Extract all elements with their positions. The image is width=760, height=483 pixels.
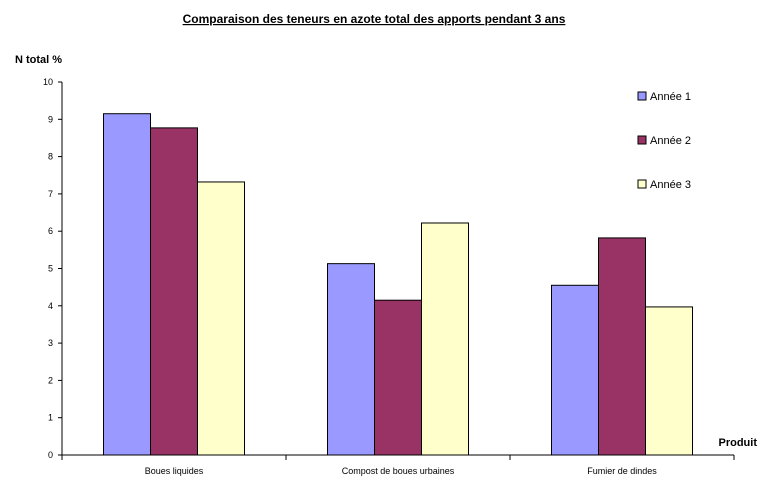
- y-axis-title: N total %: [15, 54, 62, 66]
- y-tick-label: 3: [48, 338, 53, 348]
- y-tick-label: 0: [48, 450, 53, 460]
- x-axis-title: Produit: [719, 437, 758, 449]
- x-category-label: Fumier de dindes: [587, 466, 657, 476]
- y-tick-label: 7: [48, 189, 53, 199]
- legend: Année 1 Année 2 Année 3: [637, 91, 691, 191]
- y-tick-label: 5: [48, 264, 53, 274]
- bar: [645, 306, 693, 456]
- bar: [327, 263, 375, 456]
- y-tick-label: 4: [48, 301, 53, 311]
- legend-label: Année 1: [650, 91, 691, 103]
- legend-swatch: [637, 179, 647, 189]
- legend-swatch: [637, 91, 647, 101]
- x-category-label: Boues liquides: [145, 466, 204, 476]
- legend-label: Année 3: [650, 179, 691, 191]
- y-tick-label: 1: [48, 413, 53, 423]
- x-category-label: Compost de boues urbaines: [342, 466, 455, 476]
- y-tick-label: 8: [48, 152, 53, 162]
- bar: [374, 299, 422, 456]
- y-tick-label: 10: [43, 77, 53, 87]
- bar: [598, 237, 646, 456]
- bar: [103, 113, 151, 456]
- y-tick-label: 6: [48, 226, 53, 236]
- bar: [150, 127, 198, 456]
- y-tick-label: 9: [48, 114, 53, 124]
- bar: [551, 284, 599, 456]
- chart-title: Comparaison des teneurs en azote total d…: [183, 12, 566, 26]
- plot-area: 0 1 2 3 4 5 6 7 8 9 10 Boues liquides Compost de bou…: [43, 77, 735, 476]
- y-tick-label: 2: [48, 375, 53, 385]
- legend-swatch: [637, 135, 647, 145]
- legend-label: Année 2: [650, 135, 691, 147]
- bar: [197, 181, 245, 456]
- bar: [421, 222, 469, 456]
